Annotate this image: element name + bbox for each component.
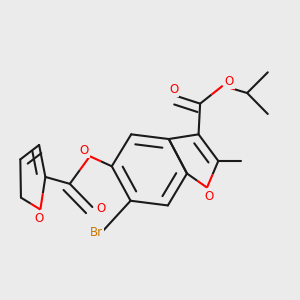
Text: O: O: [80, 144, 89, 157]
Text: O: O: [97, 202, 106, 215]
Text: O: O: [34, 212, 44, 225]
Text: Br: Br: [90, 226, 103, 239]
Text: O: O: [204, 190, 213, 203]
Text: O: O: [169, 83, 178, 96]
Text: O: O: [224, 75, 234, 88]
